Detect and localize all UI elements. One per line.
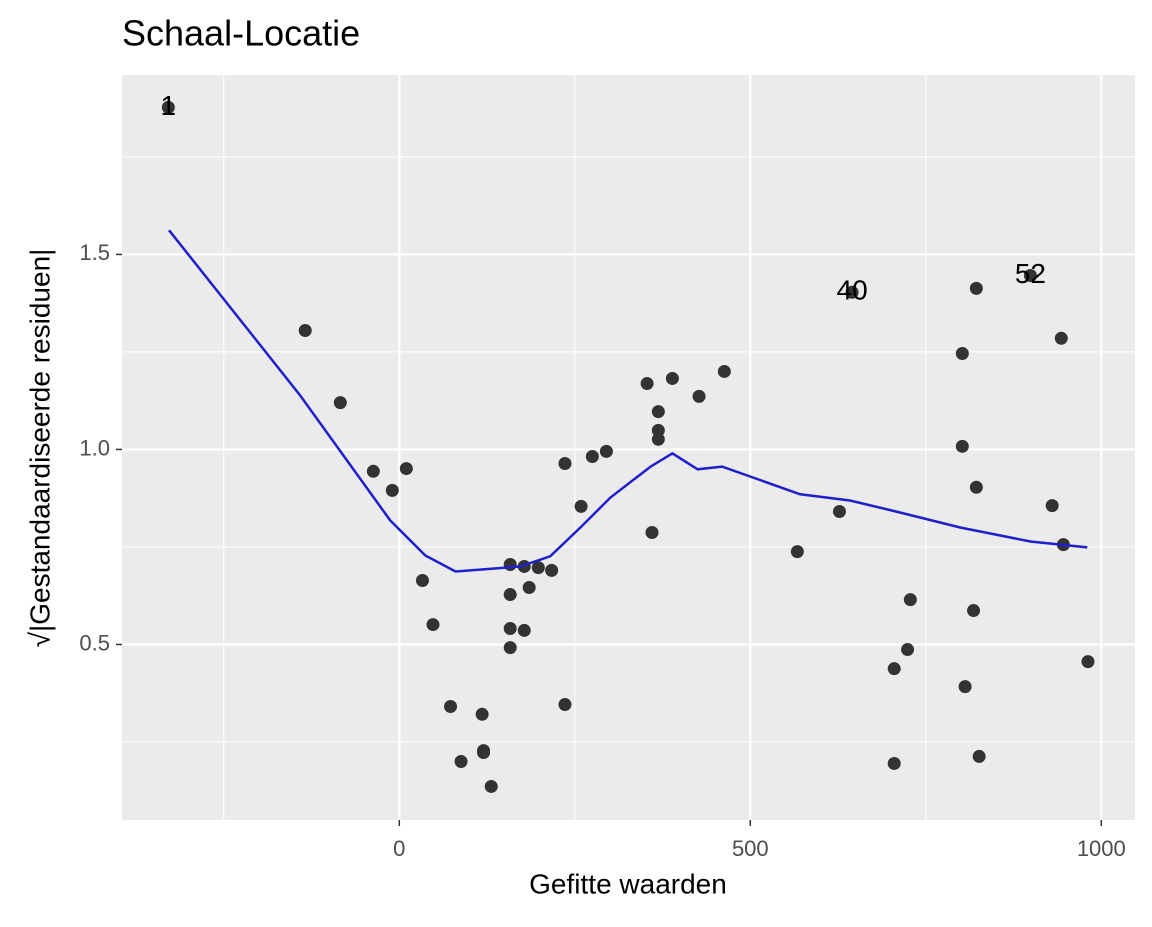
point (454, 754, 468, 768)
point (517, 623, 531, 637)
point (475, 707, 489, 721)
point (717, 364, 731, 378)
point (477, 746, 491, 760)
point-label: 40 (837, 275, 868, 306)
point (651, 405, 665, 419)
point (366, 464, 380, 478)
point (161, 100, 175, 114)
point (415, 574, 429, 588)
point (887, 756, 901, 770)
point (484, 779, 498, 793)
point (426, 618, 440, 632)
point (651, 423, 665, 437)
point (845, 285, 859, 299)
point (972, 749, 986, 763)
x-tick-label: 500 (732, 836, 769, 861)
point (558, 698, 572, 712)
point (692, 389, 706, 403)
y-tick-label: 1.0 (79, 435, 110, 460)
x-tick-label: 0 (393, 836, 405, 861)
point (958, 680, 972, 694)
point (298, 323, 312, 337)
point (903, 593, 917, 607)
point (1081, 655, 1095, 669)
point (599, 444, 613, 458)
y-tick-label: 1.5 (79, 240, 110, 265)
point (955, 346, 969, 360)
point-label: 52 (1015, 258, 1046, 289)
point (969, 480, 983, 494)
point (651, 432, 665, 446)
point (503, 558, 517, 572)
panel (122, 75, 1135, 820)
point (574, 499, 588, 513)
point (967, 604, 981, 618)
point (531, 561, 545, 575)
x-tick-label: 1000 (1077, 836, 1126, 861)
point (444, 699, 458, 713)
point (640, 377, 654, 391)
point (1023, 268, 1037, 282)
point (955, 439, 969, 453)
point (969, 281, 983, 295)
x-axis-label: Gefitte waarden (529, 868, 727, 899)
point (399, 462, 413, 476)
point (558, 456, 572, 470)
point (503, 621, 517, 635)
point (333, 396, 347, 410)
point-label: 1 (161, 90, 177, 121)
point (790, 545, 804, 559)
point (832, 504, 846, 518)
point (503, 641, 517, 655)
point (645, 526, 659, 540)
point (585, 449, 599, 463)
point (1054, 331, 1068, 345)
point (887, 662, 901, 676)
point (1045, 499, 1059, 513)
point (665, 371, 679, 385)
y-axis-label: √|Gestandaardiseerde residuen| (24, 249, 55, 648)
y-tick-label: 0.5 (79, 630, 110, 655)
point (901, 643, 915, 657)
chart-title: Schaal-Locatie (122, 13, 360, 54)
point (545, 563, 559, 577)
point (503, 588, 517, 602)
point (385, 483, 399, 497)
smooth-line (168, 229, 1088, 573)
point (522, 581, 536, 595)
